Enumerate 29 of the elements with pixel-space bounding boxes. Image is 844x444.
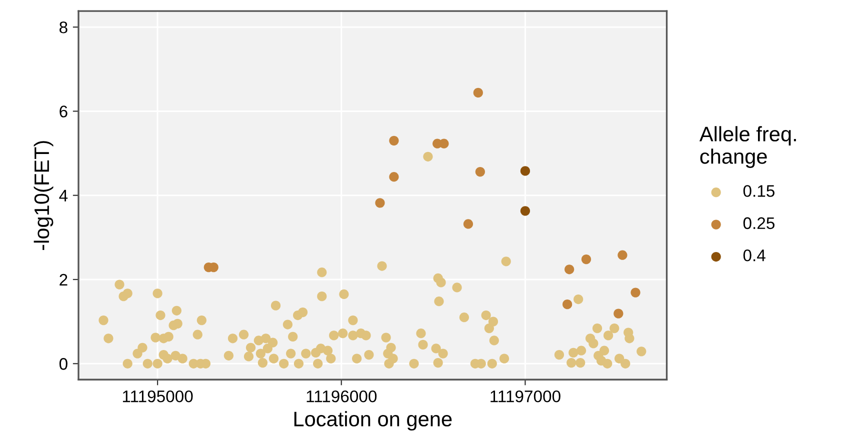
legend-label: 0.4 [743,250,766,262]
y-tick-label: 0 [59,358,68,370]
point [562,300,572,310]
point [564,264,574,274]
point [475,166,485,177]
y-tick-label: 4 [59,190,68,202]
point [581,254,592,264]
x-tick-label: 11195000 [122,390,193,402]
point [389,136,399,146]
y-tick-label: 6 [60,106,68,118]
point [630,288,640,298]
x-tick-label: 11197000 [490,390,560,402]
point [520,166,530,176]
point [473,88,483,98]
point [520,206,530,216]
legend-label: 0.25 [743,217,774,230]
y-axis-title: -log10(FET) [34,141,54,250]
y-tick-label: 8 [60,21,68,34]
point [614,308,624,318]
point [375,198,385,208]
point [618,250,628,260]
point [463,219,474,229]
legend-label: 0.15 [743,185,774,197]
y-tick-label: 2 [60,274,68,286]
x-tick-label: 11196000 [306,390,377,402]
point [389,172,399,182]
point [439,138,449,148]
x-axis-title: Location on gene [294,411,452,431]
legend-title: Allele freq. change [699,126,796,168]
